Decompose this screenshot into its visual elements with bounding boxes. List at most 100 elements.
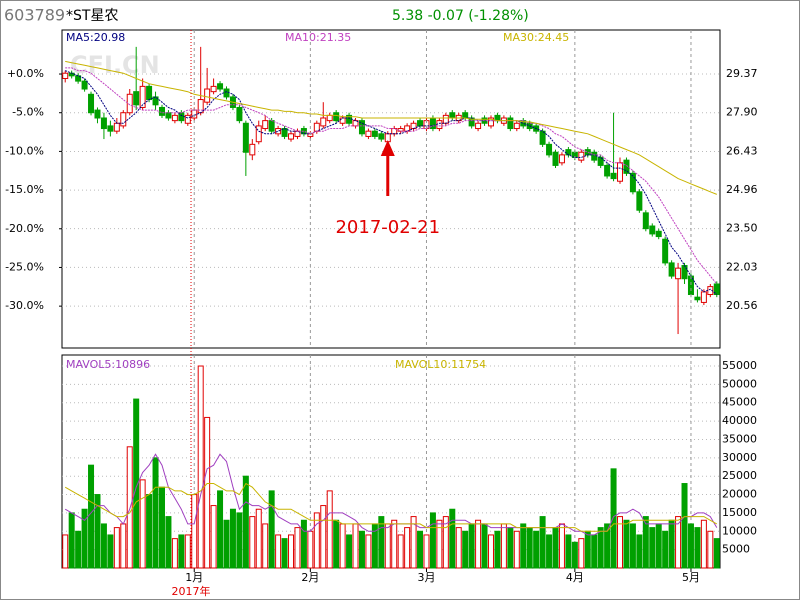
- stock-symbol: 603789: [4, 6, 65, 25]
- volume-bar: [204, 416, 211, 569]
- volume-bar: [75, 530, 82, 569]
- volume-bar: [552, 527, 559, 569]
- candle-body: [358, 120, 365, 135]
- legend-entry: MA30:24.45: [503, 31, 569, 44]
- volume-bar: [288, 534, 295, 569]
- candle-body: [113, 122, 120, 132]
- candle-body: [107, 125, 114, 132]
- volume-bar: [139, 479, 146, 569]
- volume-bar: [275, 534, 282, 569]
- volume-bar: [268, 490, 275, 569]
- volume-bar: [449, 508, 456, 569]
- volume-bar: [81, 508, 88, 569]
- volume-bar: [223, 519, 230, 569]
- y2-tick-label: -15.0%: [5, 183, 44, 196]
- candle-body: [300, 128, 307, 135]
- volume-bar: [687, 523, 694, 569]
- candle-body: [81, 80, 88, 90]
- volume-bar: [178, 534, 185, 569]
- volume-bar: [636, 534, 643, 569]
- volume-bar: [326, 490, 333, 569]
- volume-bar: [300, 519, 307, 569]
- volume-bar: [546, 534, 553, 569]
- volume-bar: [404, 527, 411, 569]
- volume-bar: [133, 398, 140, 569]
- volume-bar: [668, 519, 675, 569]
- y-tick-label: 40000: [722, 414, 757, 427]
- candle-body: [326, 114, 333, 122]
- x-tick-label: 2月: [301, 571, 319, 584]
- x-tick-label: 1月: [185, 571, 203, 584]
- volume-bar: [526, 527, 533, 569]
- volume-bar: [597, 527, 604, 569]
- candle-body: [100, 117, 107, 130]
- y-tick-label: 15000: [722, 506, 757, 519]
- volume-bar: [623, 519, 630, 569]
- candle-body: [565, 149, 572, 156]
- y-tick-label: 26.43: [726, 144, 758, 157]
- candle-body: [629, 172, 636, 193]
- candle-body: [158, 106, 165, 116]
- volume-bar: [184, 534, 191, 569]
- volume-bar: [494, 530, 501, 569]
- y-tick-label: 27.90: [726, 106, 758, 119]
- volume-bar: [558, 523, 565, 569]
- volume-bar: [655, 523, 662, 569]
- annotation-text: 2017-02-21: [335, 217, 440, 238]
- volume-bar: [681, 483, 688, 569]
- volume-bar: [320, 505, 327, 569]
- volume-bar: [513, 530, 520, 569]
- ma-line: [65, 60, 717, 195]
- candle-body: [165, 112, 172, 119]
- volume-bar: [339, 523, 346, 569]
- volume-bar: [700, 519, 707, 569]
- legend-entry: MAVOL10:11754: [395, 358, 486, 371]
- y-tick-label: 5000: [722, 543, 750, 556]
- volume-bar: [210, 505, 217, 569]
- volume-bar: [217, 490, 224, 569]
- candle-body: [62, 72, 69, 79]
- y2-tick-label: -5.0%: [12, 106, 44, 119]
- candle-body: [223, 88, 230, 98]
- volume-bar: [468, 523, 475, 569]
- volume-bar: [507, 527, 514, 569]
- volume-bar: [229, 508, 236, 569]
- mavol-line: [64, 453, 718, 536]
- volume-bar: [152, 457, 159, 569]
- volume-bar: [94, 494, 101, 569]
- candle-body: [662, 238, 669, 264]
- volume-bar: [333, 519, 340, 569]
- candle-body: [378, 133, 385, 140]
- volume-bar: [500, 523, 507, 569]
- candle-body: [475, 122, 482, 130]
- candle-body: [700, 291, 707, 303]
- volume-bar: [455, 527, 462, 569]
- volume-bar: [462, 530, 469, 569]
- candle-body: [88, 93, 95, 114]
- volume-bar: [610, 468, 617, 569]
- candle-body: [617, 162, 624, 182]
- candle-body: [371, 130, 378, 137]
- candle-body: [139, 85, 146, 108]
- price-panel: [61, 29, 721, 349]
- candle-body: [365, 130, 372, 137]
- candle-body: [636, 191, 643, 211]
- candle-body: [655, 230, 662, 238]
- candle-body: [591, 151, 598, 161]
- y-tick-label: 29.37: [726, 67, 758, 80]
- volume-bar: [384, 523, 391, 569]
- volume-bar: [417, 530, 424, 569]
- volume-bar: [565, 534, 572, 569]
- y-tick-label: 25000: [722, 469, 757, 482]
- volume-bar: [591, 534, 598, 569]
- candle-body: [487, 117, 494, 127]
- legend-entry: MAVOL5:10896: [66, 358, 150, 371]
- candle-body: [584, 149, 591, 156]
- y2-tick-label: -30.0%: [5, 299, 44, 312]
- volume-bar: [236, 512, 243, 569]
- y-tick-label: 35000: [722, 432, 757, 445]
- candle-body: [539, 130, 546, 145]
- volume-bar: [662, 530, 669, 569]
- candle-body: [217, 83, 224, 90]
- volume-bar: [487, 534, 494, 569]
